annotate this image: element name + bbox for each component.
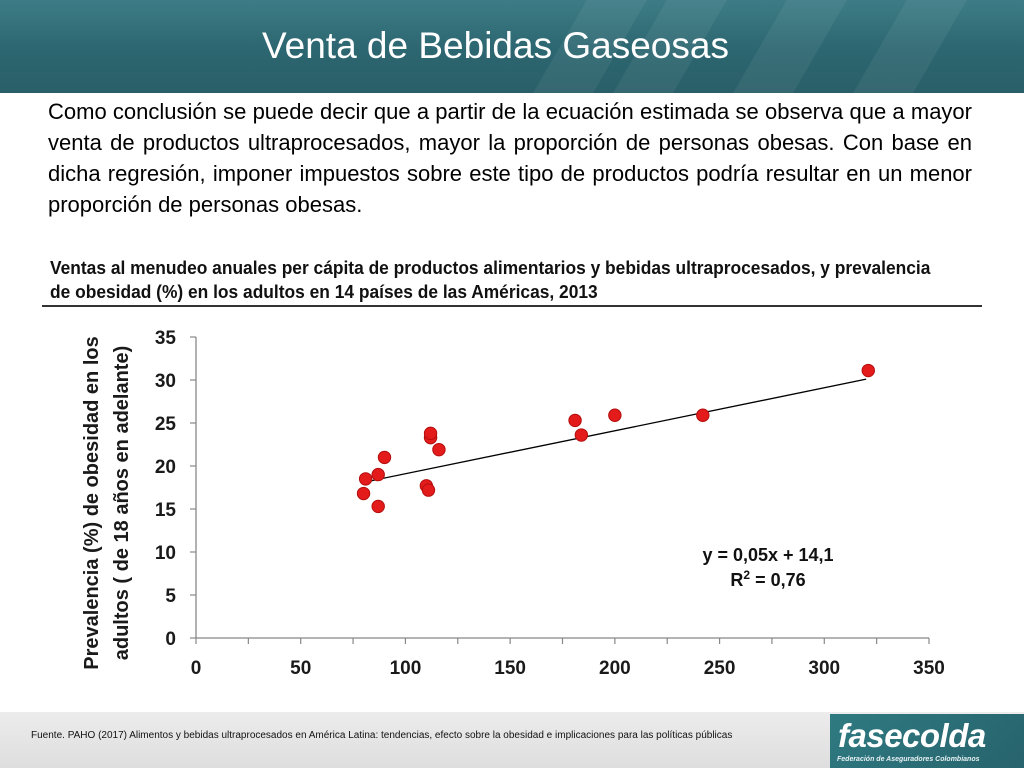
x-tick-label: 50 bbox=[290, 658, 311, 679]
x-tick-label: 350 bbox=[913, 658, 945, 679]
data-point bbox=[356, 486, 371, 501]
title-banner bbox=[0, 0, 1024, 93]
regression-annotation: y = 0,05x + 14,1 R2 = 0,76 bbox=[702, 545, 833, 590]
x-tick-label: 200 bbox=[599, 658, 631, 679]
conclusion-paragraph: Como conclusión se puede decir que a par… bbox=[48, 99, 972, 217]
data-point bbox=[421, 483, 436, 497]
data-point bbox=[574, 428, 589, 442]
scatter-chart: Prevalencia (%) de obesidad en los adulto… bbox=[81, 328, 945, 679]
chart-caption: Ventas al menudeo anuales per cápita de … bbox=[50, 258, 931, 302]
x-tick-label: 150 bbox=[494, 658, 526, 679]
slide-title: Venta de Bebidas Gaseosas bbox=[262, 25, 729, 66]
data-point bbox=[371, 499, 385, 514]
x-tick-label: 250 bbox=[704, 658, 736, 679]
y-tick-label: 10 bbox=[155, 543, 176, 564]
r-squared-label: R2 = 0,76 bbox=[730, 568, 805, 590]
data-point bbox=[568, 413, 582, 428]
data-point bbox=[371, 467, 385, 482]
fasecolda-logo bbox=[830, 714, 1024, 768]
logo-tagline: Federación de Aseguradores Colombianos bbox=[837, 756, 980, 763]
trendline bbox=[367, 378, 867, 483]
data-point bbox=[423, 426, 438, 441]
x-tick-labels: 0 50 100 150 200 250 300 350 bbox=[191, 658, 945, 679]
y-tick-label: 30 bbox=[155, 371, 176, 392]
logo-wordmark: fasecolda bbox=[838, 717, 986, 754]
data-point bbox=[861, 363, 875, 378]
y-axis-label-line: Prevalencia (%) de obesidad en los bbox=[81, 336, 103, 669]
x-tick-label: 100 bbox=[390, 658, 422, 679]
trendline-group bbox=[367, 378, 867, 483]
x-tick-label: 300 bbox=[808, 658, 840, 679]
data-point bbox=[696, 408, 710, 422]
y-tick-label: 35 bbox=[155, 328, 177, 349]
y-tick-label: 25 bbox=[155, 414, 177, 435]
data-point bbox=[358, 472, 373, 486]
y-tick-label: 20 bbox=[155, 457, 176, 478]
y-axis-label-line: adultos ( de 18 años en adelante) bbox=[111, 346, 133, 661]
y-tick-label: 0 bbox=[165, 629, 176, 650]
regression-equation: y = 0,05x + 14,1 bbox=[702, 545, 833, 565]
caption-divider bbox=[42, 305, 982, 307]
y-tick-labels: 0 5 10 15 20 25 30 35 bbox=[155, 328, 177, 650]
data-point bbox=[432, 442, 446, 457]
y-tick-label: 15 bbox=[155, 500, 177, 521]
data-point bbox=[377, 450, 392, 465]
y-tick-label: 5 bbox=[165, 586, 176, 607]
source-note: Fuente. PAHO (2017) Alimentos y bebidas … bbox=[31, 730, 733, 741]
y-axis-label: Prevalencia (%) de obesidad en los adulto… bbox=[81, 336, 133, 669]
data-point bbox=[608, 408, 622, 422]
chart-axes bbox=[190, 336, 930, 644]
data-points bbox=[356, 363, 875, 514]
x-tick-label: 0 bbox=[191, 658, 202, 679]
